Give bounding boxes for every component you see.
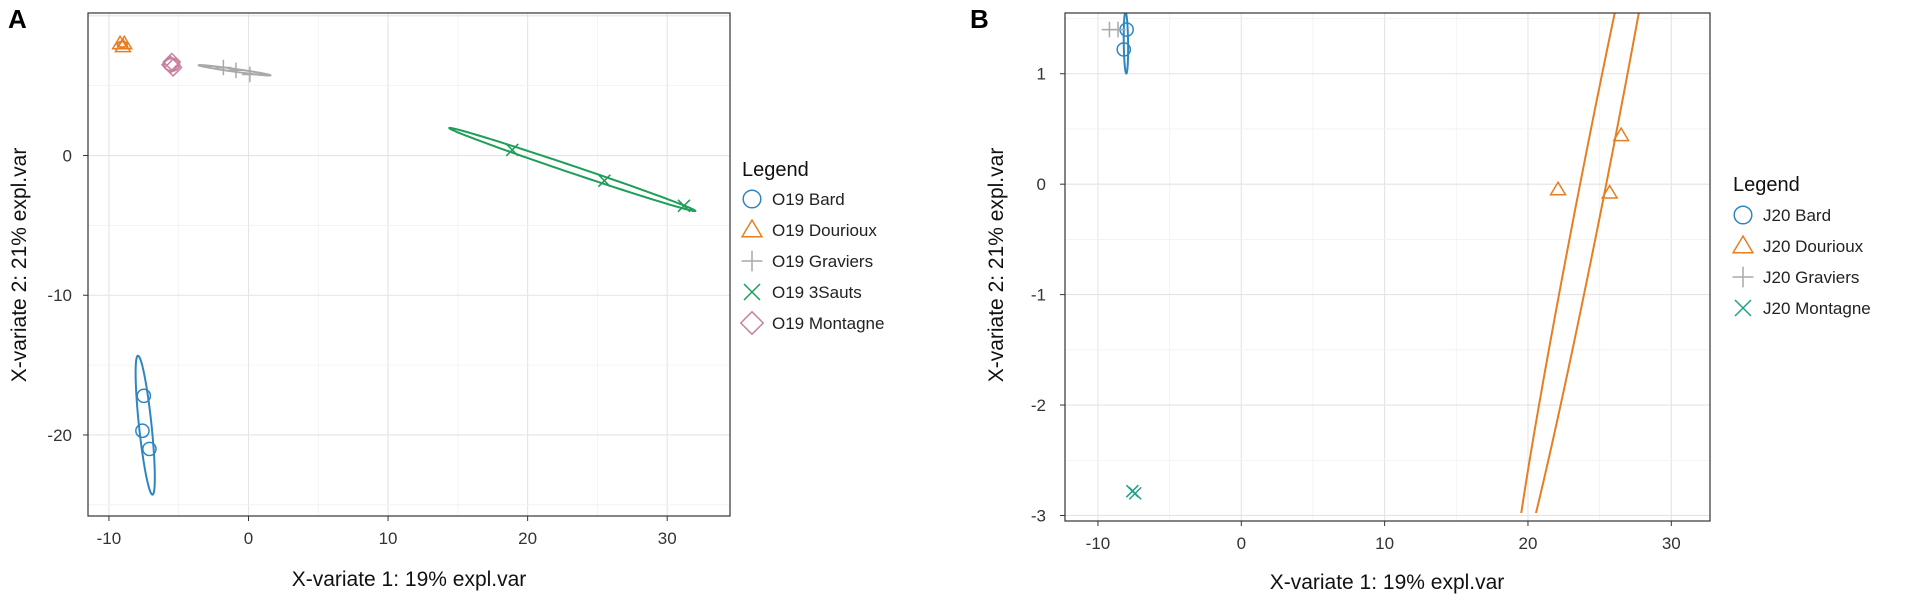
points-a [111, 34, 691, 457]
panel-b: B -10 0 10 20 30 -3-2-101 X-variate 1: 19% e… [970, 4, 1871, 594]
y-axis-title-a: X-variate 2: 21% expl.var [8, 148, 31, 383]
plot-frame-b [1064, 12, 1711, 522]
confidence-ellipse-o19-bard [134, 354, 156, 496]
legend-key-plus-icon [741, 250, 763, 272]
data-point-o19-dourioux [115, 34, 134, 50]
confidence-ellipse-j20-bard [1122, 13, 1130, 75]
data-point-j20-graviers [1110, 21, 1126, 38]
ellipses-b [1122, 13, 1640, 513]
legend-entry-label: O19 Bard [772, 190, 845, 209]
x-tick-label: 10 [379, 529, 398, 548]
confidence-ellipse-j20-dourioux [1520, 13, 1640, 513]
data-point-o19-bard [135, 423, 150, 439]
data-point-j20-dourioux [1549, 180, 1567, 196]
x-tick-label: 30 [1662, 534, 1681, 553]
y-tick-label: -20 [47, 426, 72, 445]
x-tick-label: 30 [658, 529, 677, 548]
ellipses-a [116, 40, 697, 496]
x-tick-label: -10 [97, 529, 122, 548]
x-ticks-a: -10 0 10 20 30 [97, 516, 677, 548]
legend-key-circle-icon [742, 189, 762, 209]
data-point-o19-bard [142, 441, 157, 457]
legend-key-triangle-icon [1731, 234, 1755, 254]
x-tick-label: 10 [1375, 534, 1394, 553]
panel-a: A -10 0 10 20 30 -20 -10 0 X-variate 1: 19% ex… [8, 4, 884, 591]
y-tick-label: -3 [1031, 506, 1046, 525]
x-tick-label: 0 [244, 529, 253, 548]
x-axis-title-b: X-variate 1: 19% expl.var [1270, 571, 1505, 594]
data-point-j20-montagne [1128, 486, 1142, 500]
x-axis-title-a: X-variate 1: 19% expl.var [292, 568, 527, 591]
data-point-o19-bard [136, 388, 152, 404]
legend-key-circle-icon [1733, 205, 1753, 225]
data-point-o19-montagne [163, 58, 183, 77]
legend-entry-label: J20 Montagne [1763, 299, 1871, 318]
data-point-o19-graviers [228, 62, 244, 79]
y-tick-label: -10 [47, 286, 72, 305]
x-tick-label: 20 [518, 529, 537, 548]
y-tick-label: 0 [63, 147, 72, 166]
legend-entry-label: J20 Graviers [1763, 268, 1859, 287]
confidence-ellipse-o19-3sauts [448, 126, 697, 213]
y-ticks-a: -20 -10 0 [47, 147, 88, 445]
plot-frame-a [87, 12, 731, 517]
legend-b: Legend J20 Bard J20 Dourioux J20 Graviers J… [1731, 174, 1871, 318]
data-point-j20-dourioux [1600, 184, 1619, 199]
confidence-ellipse-o19-montagne [163, 57, 181, 72]
y-axis-title-b: X-variate 2: 21% expl.var [985, 148, 1008, 383]
x-tick-label: -10 [1086, 534, 1111, 553]
legend-key-diamond-icon [739, 310, 765, 336]
data-point-o19-3sauts [597, 174, 611, 188]
legend-entry-label: O19 Montagne [772, 314, 884, 333]
data-point-o19-graviers [242, 66, 258, 83]
panel-label-a: A [8, 4, 27, 34]
legend-entry-label: O19 Dourioux [772, 221, 877, 240]
y-tick-label: 1 [1037, 65, 1046, 84]
legend-key-plus-icon [1732, 266, 1754, 288]
legend-a: Legend O19 Bard O19 Dourioux O19 Graviers O… [739, 159, 884, 336]
grid-a [88, 13, 730, 516]
data-point-o19-3sauts [677, 199, 691, 213]
data-point-j20-bard [1116, 42, 1132, 57]
data-point-o19-graviers [215, 59, 232, 76]
legend-key-x-icon [1734, 299, 1752, 317]
legend-key-triangle-icon [740, 218, 764, 238]
y-tick-label: -2 [1031, 396, 1046, 415]
y-tick-label: 0 [1037, 175, 1046, 194]
data-point-j20-dourioux [1612, 126, 1630, 142]
legend-key-x-icon [743, 283, 761, 301]
legend-title-b: Legend [1733, 174, 1800, 196]
panel-label-b: B [970, 4, 989, 34]
x-tick-label: 0 [1237, 534, 1246, 553]
points-b [1101, 21, 1630, 500]
legend-entry-label: O19 Graviers [772, 252, 873, 271]
y-tick-label: -1 [1031, 286, 1046, 305]
grid-b [1065, 13, 1710, 521]
data-point-o19-montagne [162, 52, 182, 72]
x-ticks-b: -10 0 10 20 30 [1086, 521, 1681, 553]
legend-entry-label: O19 3Sauts [772, 283, 862, 302]
legend-entry-label: J20 Bard [1763, 206, 1831, 225]
legend-entry-label: J20 Dourioux [1763, 237, 1864, 256]
x-tick-label: 20 [1519, 534, 1538, 553]
data-point-o19-3sauts [505, 143, 519, 157]
y-ticks-b: -3 -2 -1 0 1 [1031, 65, 1065, 525]
legend-title-a: Legend [742, 159, 809, 181]
